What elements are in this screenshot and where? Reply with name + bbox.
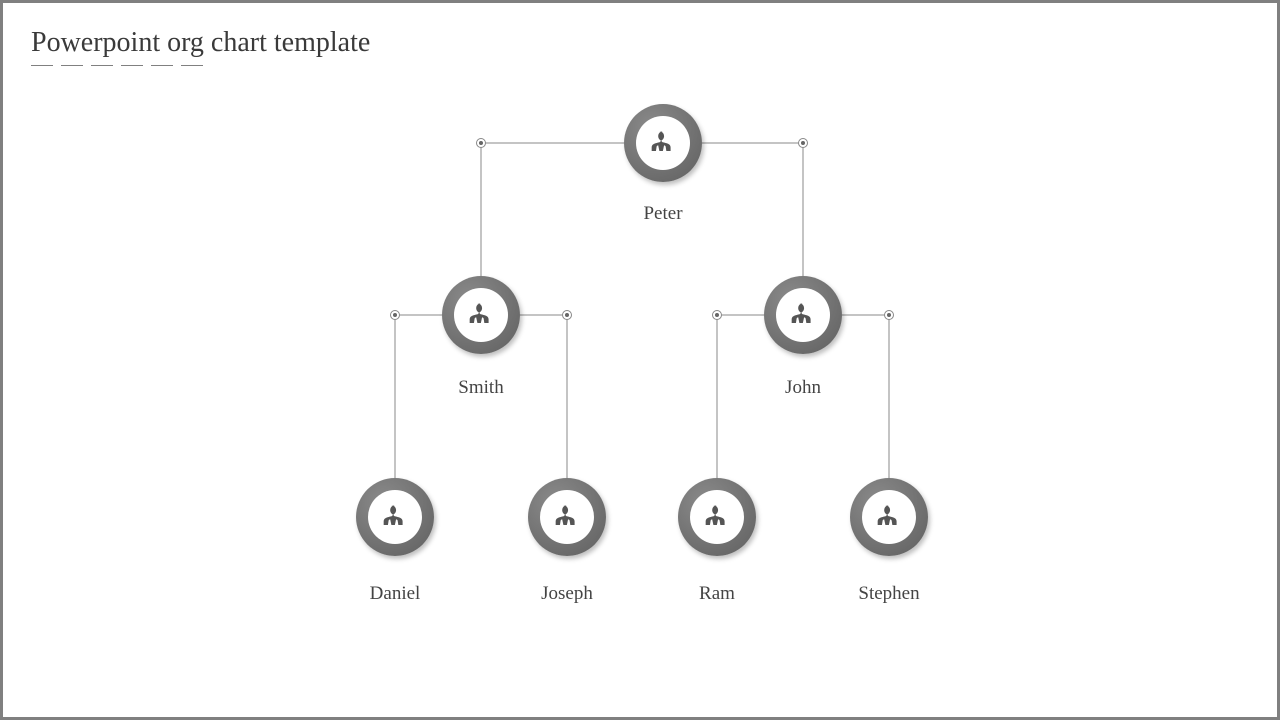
connector-dot xyxy=(476,138,486,148)
connector-dot xyxy=(712,310,722,320)
connector-dot xyxy=(884,310,894,320)
person-icon xyxy=(368,490,422,544)
org-node-label-john: John xyxy=(785,377,821,399)
connector-dot xyxy=(798,138,808,148)
org-node-peter xyxy=(624,104,702,182)
org-node-john xyxy=(764,276,842,354)
org-node-label-smith: Smith xyxy=(458,377,503,399)
org-node-label-peter: Peter xyxy=(643,203,682,225)
org-node-joseph xyxy=(528,478,606,556)
org-node-daniel xyxy=(356,478,434,556)
person-icon xyxy=(540,490,594,544)
org-node-smith xyxy=(442,276,520,354)
org-node-label-joseph: Joseph xyxy=(541,583,593,605)
org-node-ram xyxy=(678,478,756,556)
org-node-label-daniel: Daniel xyxy=(370,583,421,605)
person-icon xyxy=(690,490,744,544)
person-icon xyxy=(636,116,690,170)
org-node-stephen xyxy=(850,478,928,556)
person-icon xyxy=(454,288,508,342)
connector-dot xyxy=(390,310,400,320)
person-icon xyxy=(776,288,830,342)
person-icon xyxy=(862,490,916,544)
connector-dot xyxy=(562,310,572,320)
org-node-label-stephen: Stephen xyxy=(858,583,919,605)
org-chart: Peter Smith John Daniel Joseph Ram Steph… xyxy=(3,3,1277,717)
org-node-label-ram: Ram xyxy=(699,583,735,605)
